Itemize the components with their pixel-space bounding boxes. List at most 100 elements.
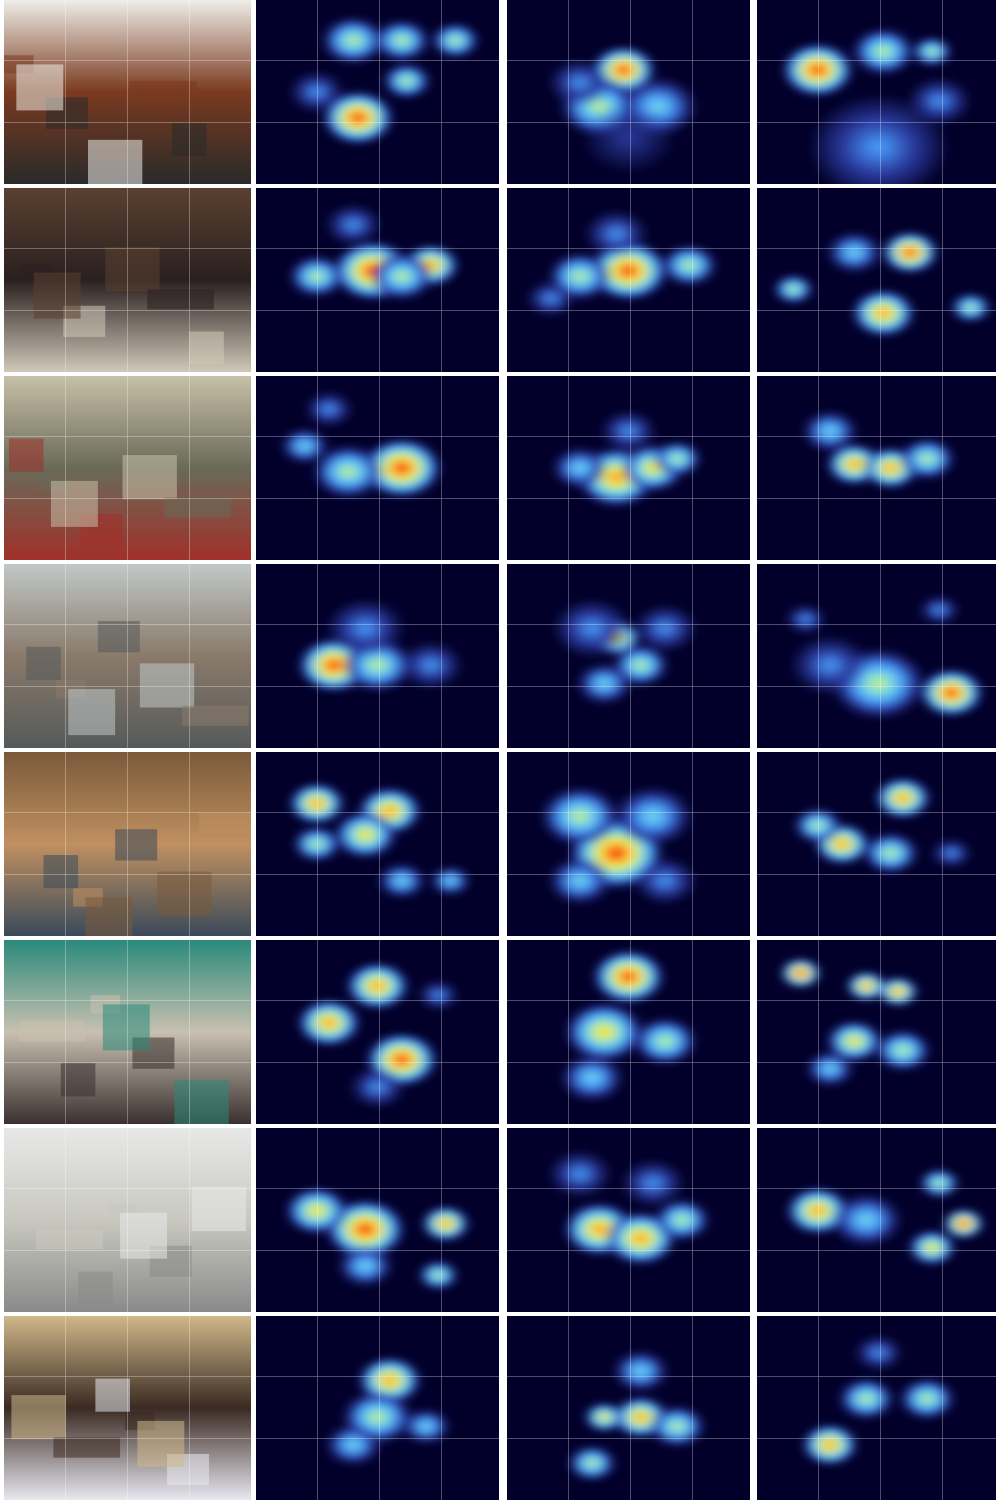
fixation-hotspot [346,962,409,1010]
fixation-hotspot [931,838,971,868]
saliency-map-row5-col2 [256,752,499,936]
fixation-hotspot [399,641,463,689]
fixation-hotspot [802,1424,858,1466]
saliency-map-row5-col4 [757,752,996,936]
fixation-hotspot [852,27,915,76]
fixation-hotspot [430,866,470,896]
fixation-hotspot [882,231,938,274]
fixation-hotspot [806,1051,854,1087]
fixation-hotspot [621,1159,684,1207]
fixation-hotspot [289,255,344,297]
fixation-hotspot [649,1405,705,1448]
scene-photo-white-laboratory-room [4,1128,251,1312]
fixation-hotspot [350,1066,405,1108]
fixation-hotspot [305,391,353,427]
fixation-hotspot [613,786,692,846]
fixation-hotspot [576,662,632,705]
saliency-map-row4-col2 [256,564,499,748]
fixation-hotspot [325,1424,381,1466]
saliency-map-row6-col4 [757,940,996,1124]
fixation-hotspot [297,999,361,1047]
fixation-hotspot [654,1199,710,1241]
saliency-map-row2-col2 [256,188,499,372]
fixation-hotspot [593,950,664,1004]
fixation-hotspot [322,16,385,65]
saliency-map-row2-col3 [507,188,750,372]
fixation-hotspot [791,635,869,695]
fixation-hotspot [548,59,612,107]
fixation-hotspot [944,1208,983,1239]
fixation-hotspot [846,971,886,1001]
fixation-hotspot [802,410,858,452]
saliency-map-row1-col4 [757,0,996,184]
fixation-hotspot [325,204,381,246]
fixation-hotspot [875,777,931,819]
fixation-hotspot [326,598,405,658]
fixation-hotspot [548,857,612,905]
fixation-hotspot [878,976,918,1007]
fixation-hotspot [552,447,608,489]
fixation-hotspot [920,669,983,717]
scene-photo-office-desk-with-lamp-and-monitor [4,0,251,184]
saliency-map-row6-col3 [507,940,750,1124]
fixation-hotspot [908,77,971,125]
fixation-hotspot [633,604,697,652]
fixation-hotspot [323,91,394,145]
fixation-hotspot [313,445,384,499]
fixation-hotspot [565,1002,644,1062]
saliency-map-row3-col3 [507,376,750,560]
scene-photo-group-of-people-indoors [4,188,251,372]
fixation-hotspot [378,863,426,899]
fixation-hotspot [285,1187,348,1235]
saliency-map-row7-col2 [256,1128,499,1312]
saliency-map-row3-col4 [757,376,996,560]
fixation-hotspot [794,807,842,844]
fixation-hotspot [362,438,441,498]
fixation-hotspot [774,274,813,304]
fixation-hotspot [541,786,619,846]
fixation-hotspot [633,1017,697,1065]
fixation-hotspot [633,857,697,905]
fixation-hotspot [418,980,458,1010]
scene-photo-street-with-trees-and-cars [4,564,251,748]
fixation-hotspot [826,1020,882,1062]
fixation-hotspot [281,428,328,464]
fixation-hotspot [919,1168,959,1198]
saliency-map-row4-col4 [757,564,996,748]
saliency-map-row4-col3 [507,564,750,748]
fixation-hotspot [786,604,826,634]
fixation-hotspot [374,19,430,62]
fixation-hotspot [855,1335,902,1371]
fixation-hotspot [402,1408,450,1445]
fixation-hotspot [912,36,952,67]
fixation-hotspot [826,231,882,274]
fixation-hotspot [653,441,701,477]
fixation-hotspot [781,958,821,988]
fixation-hotspot [908,1229,956,1266]
fixation-hotspot [899,438,955,480]
scene-photo-round-table-with-plate-and-cards [4,1316,251,1500]
fixation-hotspot [289,782,344,825]
saliency-map-row8-col2 [256,1316,499,1500]
saliency-map-row6-col2 [256,940,499,1124]
saliency-map-row1-col2 [256,0,499,184]
fixation-hotspot [527,280,575,317]
fixation-hotspot [560,1054,624,1102]
fixation-hotspot [422,1206,469,1242]
fixation-hotspot [613,1350,668,1392]
fixation-hotspot [584,1402,624,1432]
scene-photo-kitchen-with-shelves [4,752,251,936]
fixation-hotspot [548,1150,612,1198]
fixation-hotspot [338,1245,393,1287]
saliency-map-row1-col3 [507,0,750,184]
fixation-hotspot [568,1445,616,1481]
fixation-hotspot [601,410,656,452]
fixation-hotspot [370,252,433,300]
fixation-hotspot [919,595,959,625]
fixation-hotspot [662,244,717,286]
fixation-hotspot [289,71,344,113]
saliency-map-row7-col3 [507,1128,750,1312]
fixation-hotspot [293,826,341,862]
fixation-hotspot [852,289,915,337]
